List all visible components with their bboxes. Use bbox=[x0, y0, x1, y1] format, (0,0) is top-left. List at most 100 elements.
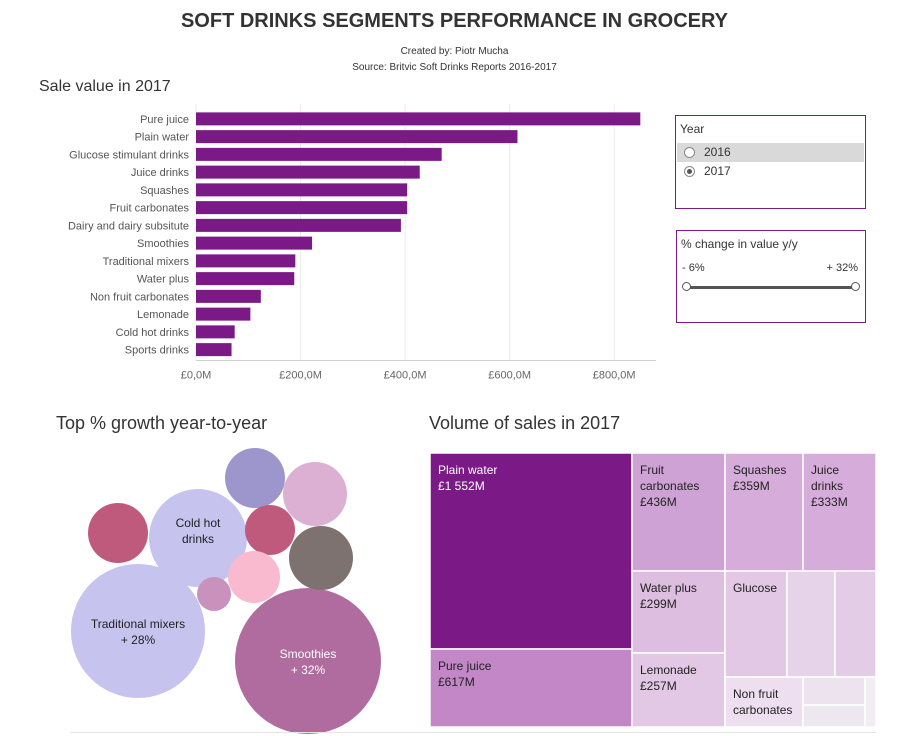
treemap-value: £299M bbox=[640, 597, 677, 611]
x-tick-label: £0,0M bbox=[181, 370, 212, 382]
created-by-text: Created by: Piotr Mucha bbox=[400, 46, 509, 57]
treemap-tile bbox=[802, 452, 877, 572]
dashboard-title: SOFT DRINKS SEGMENTS PERFORMANCE IN GROC… bbox=[180, 10, 729, 32]
bubble bbox=[88, 503, 148, 563]
treemap-label: Plain water bbox=[438, 463, 497, 477]
source-text: Source: Britvic Soft Drinks Reports 2016… bbox=[352, 62, 557, 73]
bar bbox=[196, 183, 408, 197]
year-option-label: 2017 bbox=[704, 164, 731, 178]
treemap-label: Pure juice bbox=[438, 659, 492, 673]
bubble bbox=[283, 462, 347, 526]
bar bbox=[196, 236, 313, 250]
bubble-label: Smoothies bbox=[280, 647, 337, 661]
bar bbox=[196, 218, 401, 232]
bubble bbox=[289, 526, 353, 590]
treemap-label: Non fruit bbox=[733, 687, 779, 701]
bubble bbox=[228, 551, 280, 603]
x-tick-label: £800,0M bbox=[593, 370, 636, 382]
slider-max-handle[interactable] bbox=[851, 282, 860, 291]
growth-bubble-chart: Smoothies + 32% Traditional mixers + 28% Col… bbox=[71, 448, 381, 734]
treemap-value: £333M bbox=[811, 495, 848, 509]
bottom-divider bbox=[70, 732, 876, 733]
year-filter-panel: Year 2016 2017 bbox=[675, 115, 866, 209]
category-label: Fruit carbonates bbox=[110, 203, 190, 215]
treemap-title: Volume of sales in 2017 bbox=[429, 413, 621, 433]
bubble bbox=[235, 588, 381, 734]
bar bbox=[196, 254, 296, 268]
year-option-label: 2016 bbox=[704, 145, 731, 159]
bubble-chart-title: Top % growth year-to-year bbox=[56, 413, 268, 433]
bar bbox=[196, 147, 442, 161]
treemap-tile bbox=[724, 452, 804, 572]
category-label: Water plus bbox=[137, 274, 190, 286]
category-label: Plain water bbox=[135, 132, 190, 144]
category-label: Non fruit carbonates bbox=[90, 291, 190, 303]
treemap-label: carbonates bbox=[733, 703, 792, 717]
treemap-value: £617M bbox=[438, 675, 475, 689]
treemap-tile bbox=[786, 570, 836, 678]
category-label: Traditional mixers bbox=[103, 256, 190, 268]
treemap-label: carbonates bbox=[640, 479, 699, 493]
bubble-label: Cold hot bbox=[176, 516, 221, 530]
treemap-tile bbox=[834, 570, 877, 678]
bubble-value: + 28% bbox=[121, 633, 156, 647]
treemap-value: £257M bbox=[640, 679, 677, 693]
bubble bbox=[149, 489, 247, 587]
slider-min-label: - 6% bbox=[682, 262, 705, 274]
sale-value-bar-chart: £0,0M £200,0M £400,0M £600,0M £800,0M Pure ju… bbox=[68, 104, 656, 382]
bubble-label: Traditional mixers bbox=[91, 617, 185, 631]
range-slider-track[interactable] bbox=[687, 286, 855, 289]
treemap-label: Glucose bbox=[733, 581, 777, 595]
bubble bbox=[197, 577, 231, 611]
year-option-2016[interactable]: 2016 bbox=[677, 143, 864, 162]
bar bbox=[196, 130, 518, 144]
volume-treemap: Plain water £1 552M Pure juice £617M Fruit ca… bbox=[429, 452, 877, 728]
treemap-tile bbox=[429, 648, 633, 728]
treemap-tile bbox=[724, 570, 788, 678]
bubble bbox=[71, 564, 205, 698]
bar bbox=[196, 201, 408, 215]
category-label: Smoothies bbox=[137, 238, 189, 250]
treemap-tile bbox=[631, 452, 726, 572]
treemap-label: Fruit bbox=[640, 463, 665, 477]
treemap-label: Juice bbox=[811, 463, 839, 477]
bar bbox=[196, 307, 251, 321]
bar bbox=[196, 325, 235, 339]
treemap-value: £1 552M bbox=[438, 479, 485, 493]
category-label: Glucose stimulant drinks bbox=[69, 149, 189, 161]
category-label: Sports drinks bbox=[125, 345, 190, 357]
treemap-label: Squashes bbox=[733, 463, 786, 477]
treemap-tile bbox=[724, 676, 804, 728]
category-label: Juice drinks bbox=[131, 167, 190, 179]
change-filter-title: % change in value y/y bbox=[681, 237, 798, 251]
year-filter-title: Year bbox=[680, 122, 705, 136]
slider-min-handle[interactable] bbox=[682, 282, 691, 291]
x-tick-label: £200,0M bbox=[279, 370, 322, 382]
treemap-value: £436M bbox=[640, 495, 677, 509]
category-label: Dairy and dairy subsitute bbox=[68, 220, 189, 232]
treemap-tile bbox=[802, 704, 866, 728]
radio-checked-icon bbox=[684, 166, 695, 177]
bubble bbox=[225, 448, 285, 508]
category-label: Cold hot drinks bbox=[116, 327, 190, 339]
bubble-value: + 32% bbox=[291, 663, 326, 677]
bar bbox=[196, 165, 420, 179]
bar-chart-title: Sale value in 2017 bbox=[39, 78, 171, 95]
radio-unchecked-icon bbox=[684, 147, 695, 158]
treemap-tile bbox=[802, 676, 866, 706]
slider-max-label: + 32% bbox=[826, 262, 859, 274]
change-filter-panel: % change in value y/y - 6% + 32% bbox=[676, 230, 866, 323]
treemap-label: Water plus bbox=[640, 581, 697, 595]
treemap-label: Lemonade bbox=[640, 663, 697, 677]
bar bbox=[196, 272, 295, 286]
bubble bbox=[245, 505, 295, 555]
x-tick-label: £400,0M bbox=[384, 370, 427, 382]
category-label: Pure juice bbox=[140, 114, 189, 126]
x-tick-label: £600,0M bbox=[488, 370, 531, 382]
year-option-2017[interactable]: 2017 bbox=[677, 162, 864, 181]
treemap-tile bbox=[864, 676, 877, 728]
bar bbox=[196, 289, 261, 303]
bar bbox=[196, 343, 232, 357]
category-label: Lemonade bbox=[137, 309, 189, 321]
treemap-label: drinks bbox=[811, 479, 843, 493]
